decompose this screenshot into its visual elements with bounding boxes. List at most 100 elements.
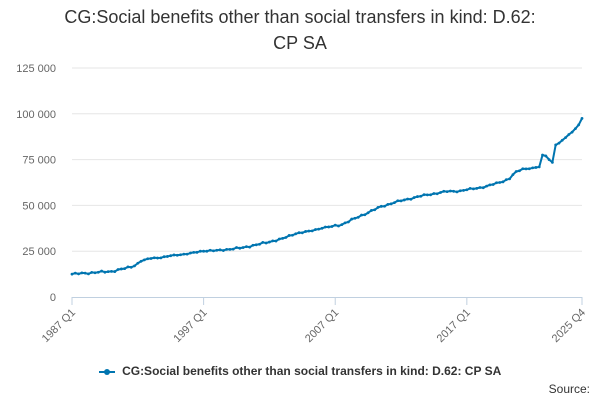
data-point[interactable] [129,265,133,269]
data-point[interactable] [231,247,235,251]
data-point[interactable] [93,271,97,275]
data-point[interactable] [580,116,584,120]
data-point[interactable] [175,253,179,257]
data-point[interactable] [149,257,153,260]
data-point[interactable] [189,251,192,255]
data-point[interactable] [475,186,479,190]
data-point[interactable] [550,160,554,164]
data-point[interactable] [166,255,169,258]
data-point[interactable] [537,165,541,169]
data-point[interactable] [419,194,423,198]
data-point[interactable] [133,264,136,268]
data-point[interactable] [356,215,360,219]
data-point[interactable] [251,243,255,247]
data-point[interactable] [376,206,380,209]
data-point[interactable] [198,249,202,253]
data-point[interactable] [402,198,406,202]
data-point[interactable] [323,225,327,229]
data-point[interactable] [146,257,150,261]
data-point[interactable] [386,202,390,206]
data-point[interactable] [442,189,446,193]
data-point[interactable] [106,270,110,274]
data-point[interactable] [80,271,84,275]
data-point[interactable] [366,211,370,215]
data-point[interactable] [399,199,403,203]
data-point[interactable] [422,193,426,197]
data-point[interactable] [218,248,222,252]
data-point[interactable] [346,220,350,224]
data-point[interactable] [504,178,508,182]
data-point[interactable] [544,154,548,158]
data-point[interactable] [393,201,396,205]
data-point[interactable] [110,269,113,273]
data-point[interactable] [501,180,505,184]
data-point[interactable] [277,237,281,241]
data-point[interactable] [363,213,367,217]
data-point[interactable] [320,226,324,230]
data-point[interactable] [87,272,90,276]
data-point[interactable] [547,158,551,162]
data-point[interactable] [481,186,485,190]
data-point[interactable] [179,253,182,257]
data-point[interactable] [524,167,528,171]
data-point[interactable] [406,197,410,201]
data-point[interactable] [495,181,498,185]
data-point[interactable] [314,228,317,231]
data-point[interactable] [254,243,258,247]
data-point[interactable] [488,183,492,187]
data-point[interactable] [274,239,278,243]
data-point[interactable] [119,267,123,271]
data-point[interactable] [310,229,314,233]
data-point[interactable] [205,249,209,253]
data-point[interactable] [100,269,104,273]
data-point[interactable] [333,223,337,227]
data-point[interactable] [373,208,377,212]
data-point[interactable] [291,233,294,237]
data-point[interactable] [241,246,245,249]
data-point[interactable] [156,256,159,260]
data-point[interactable] [248,245,252,249]
data-point[interactable] [396,199,400,203]
data-point[interactable] [294,232,298,236]
data-point[interactable] [238,246,242,250]
data-point[interactable] [370,209,373,212]
data-point[interactable] [215,248,219,252]
data-point[interactable] [343,221,347,225]
data-point[interactable] [389,202,393,206]
data-point[interactable] [445,190,449,194]
data-point[interactable] [304,230,308,233]
data-point[interactable] [330,225,334,228]
data-point[interactable] [136,261,140,265]
data-point[interactable] [116,268,120,271]
data-point[interactable] [468,187,472,190]
data-point[interactable] [534,166,538,169]
data-point[interactable] [70,272,74,276]
data-point[interactable] [416,195,419,198]
data-point[interactable] [350,217,354,221]
data-point[interactable] [337,224,340,228]
data-point[interactable] [458,189,462,193]
data-point[interactable] [452,189,456,193]
data-point[interactable] [514,170,518,173]
data-point[interactable] [485,184,488,188]
data-point[interactable] [103,270,107,274]
data-point[interactable] [152,256,156,260]
data-point[interactable] [202,249,206,253]
data-point[interactable] [139,259,143,263]
data-point[interactable] [432,192,436,195]
data-point[interactable] [300,231,304,235]
data-point[interactable] [498,181,502,184]
data-point[interactable] [123,267,127,270]
data-point[interactable] [271,239,275,243]
data-point[interactable] [212,249,215,253]
data-point[interactable] [462,189,465,192]
data-point[interactable] [258,242,261,246]
data-point[interactable] [508,177,512,181]
data-point[interactable] [541,153,544,157]
data-point[interactable] [327,225,331,229]
data-point[interactable] [96,270,100,274]
data-point[interactable] [455,190,459,194]
data-point[interactable] [307,229,311,233]
data-point[interactable] [577,123,581,127]
data-point[interactable] [521,167,525,171]
